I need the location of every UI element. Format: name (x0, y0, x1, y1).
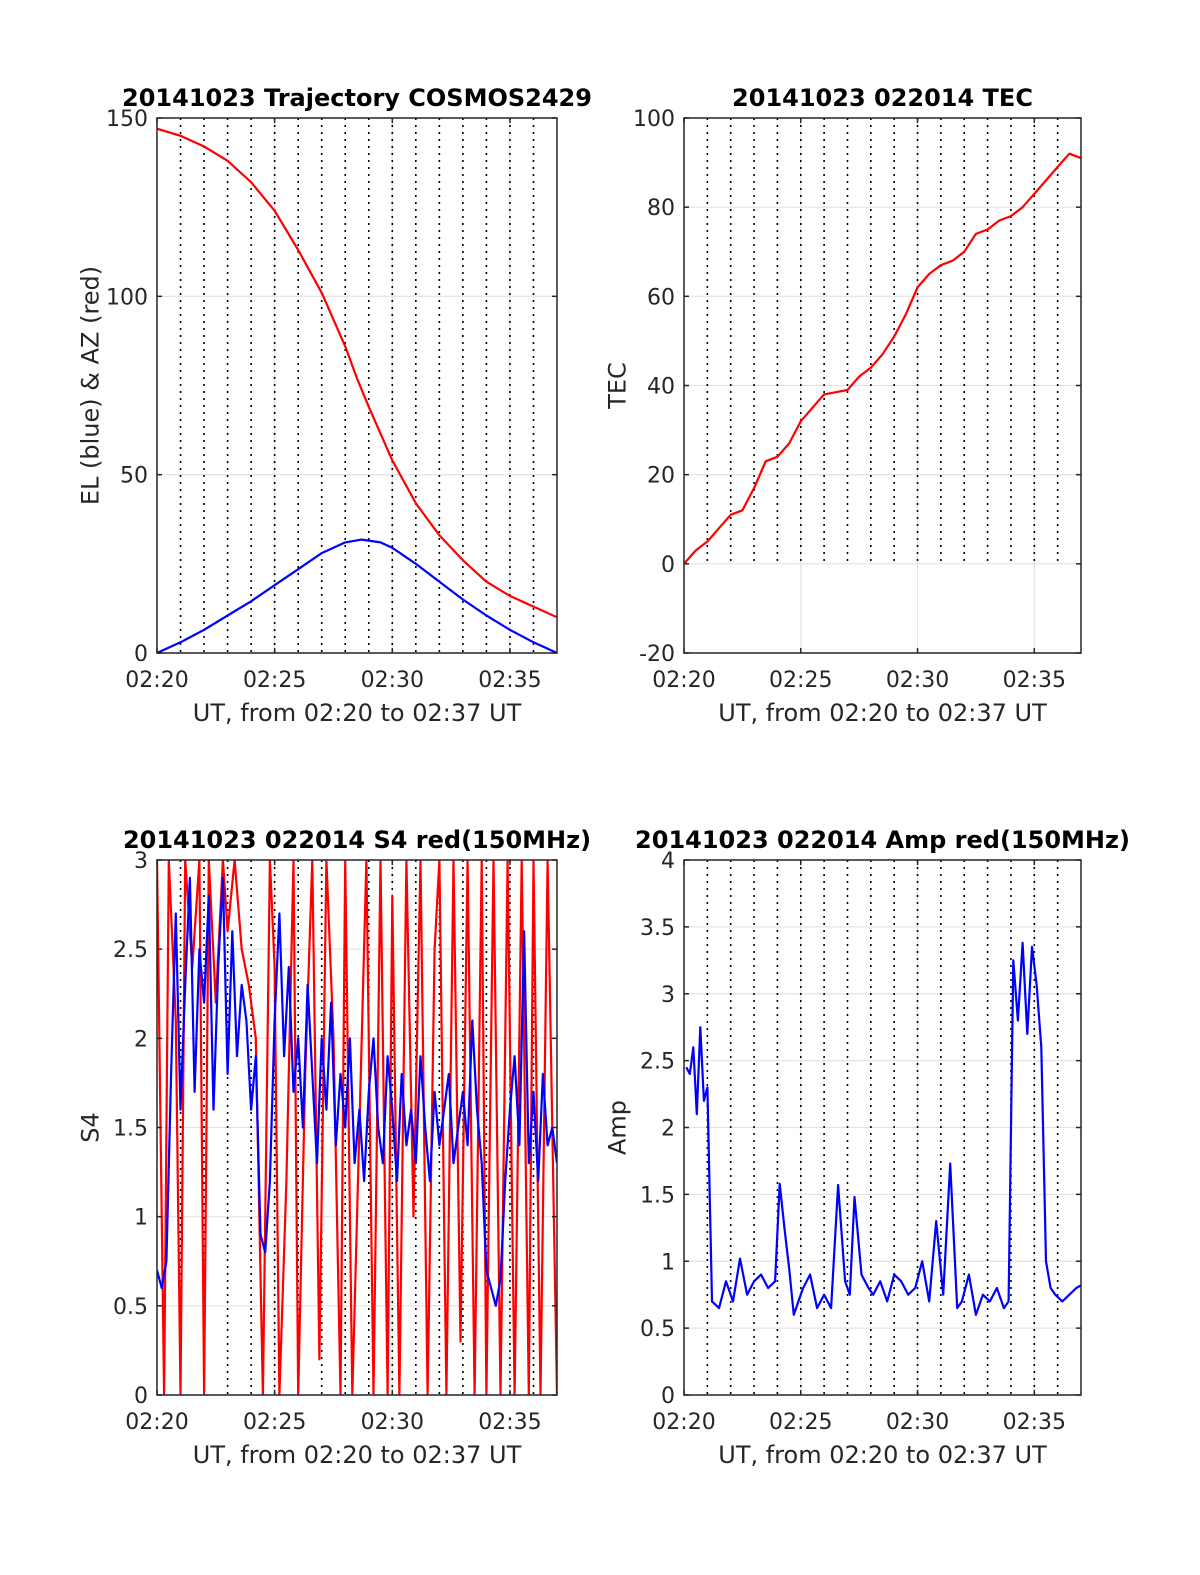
y-tick-label: 1 (661, 1250, 675, 1275)
y-tick-label: -20 (639, 642, 675, 667)
y-tick-label: 0 (134, 1384, 148, 1409)
x-tick-label: 02:20 (125, 668, 188, 693)
x-tick-label: 02:25 (243, 1410, 306, 1435)
series-line-1 (157, 127, 557, 619)
y-tick-label: 80 (647, 196, 675, 221)
x-tick-label: 02:20 (652, 668, 715, 693)
y-tick-label: 0.5 (113, 1295, 148, 1320)
y-tick-label: 60 (647, 285, 675, 310)
y-axis-label: EL (blue) & AZ (red) (77, 266, 105, 505)
y-tick-label: 2 (134, 1027, 148, 1052)
x-tick-label: 02:25 (769, 668, 832, 693)
y-tick-label: 20 (647, 464, 675, 489)
chart-trajectory: 0 50 100 150 02:20 02:25 02:30 02:35 20141023 Tr… (77, 84, 592, 727)
series-line-1 (684, 152, 1081, 565)
x-tick-label: 02:30 (886, 668, 949, 693)
x-tick-label: 02:35 (478, 1410, 541, 1435)
chart-title: 20141023 022014 TEC (732, 84, 1033, 112)
y-tick-label: 3.5 (640, 916, 675, 941)
x-tick-label: 02:35 (478, 668, 541, 693)
chart-title: 20141023 022014 S4 red(150MHz) (123, 826, 591, 854)
x-tick-label: 02:35 (1003, 668, 1066, 693)
y-tick-label: 100 (633, 107, 675, 132)
y-tick-label: 0 (661, 553, 675, 578)
x-tick-label: 02:35 (1003, 1410, 1066, 1435)
y-tick-label: 2.5 (113, 938, 148, 963)
series-line-2 (157, 876, 557, 1307)
chart-s4: 0 0.5 1 1.5 2 2.5 3 02:20 02:25 02:30 02:35 2014102… (77, 826, 592, 1469)
x-axis-label: UT, from 02:20 to 02:37 UT (718, 699, 1047, 727)
y-tick-label: 100 (106, 285, 148, 310)
chart-amp: 0 0.5 1 1.5 2 2.5 3 3.5 4 02:20 02:25 02:30 02:35 201… (604, 826, 1130, 1469)
y-tick-label: 0 (661, 1384, 675, 1409)
y-tick-label: 3 (134, 849, 148, 874)
x-axis-label: UT, from 02:20 to 02:37 UT (718, 1441, 1047, 1469)
x-tick-label: 02:30 (361, 1410, 424, 1435)
chart-tec: -20 0 20 40 60 80 100 02:20 02:25 02:30 02:35 20141… (604, 84, 1082, 727)
y-tick-label: 2 (661, 1117, 675, 1142)
y-tick-label: 50 (120, 464, 148, 489)
x-tick-label: 02:25 (243, 668, 306, 693)
plot-area (157, 118, 557, 653)
x-tick-label: 02:30 (361, 668, 424, 693)
x-axis-label: UT, from 02:20 to 02:37 UT (193, 699, 522, 727)
y-tick-label: 4 (661, 849, 675, 874)
x-tick-label: 02:25 (769, 1410, 832, 1435)
y-tick-label: 3 (661, 983, 675, 1008)
x-tick-label: 02:20 (652, 1410, 715, 1435)
series-line-1 (685, 941, 1081, 1316)
y-tick-label: 1.5 (640, 1183, 675, 1208)
y-axis-label: TEC (604, 362, 632, 410)
x-axis-label: UT, from 02:20 to 02:37 UT (193, 1441, 522, 1469)
axes-box (156, 117, 558, 654)
y-tick-label: 0 (134, 642, 148, 667)
y-tick-label: 0.5 (640, 1317, 675, 1342)
y-tick-label: 40 (647, 375, 675, 400)
y-axis-label: Amp (604, 1100, 632, 1155)
x-tick-label: 02:20 (125, 1410, 188, 1435)
y-tick-label: 2.5 (640, 1050, 675, 1075)
chart-title: 20141023 022014 Amp red(150MHz) (635, 826, 1130, 854)
y-axis-label: S4 (77, 1112, 105, 1143)
y-tick-label: 150 (106, 107, 148, 132)
chart-title: 20141023 Trajectory COSMOS2429 (122, 84, 592, 112)
x-tick-label: 02:30 (886, 1410, 949, 1435)
y-tick-label: 1.5 (113, 1117, 148, 1142)
y-tick-label: 1 (134, 1206, 148, 1231)
series-line-2 (157, 538, 557, 653)
